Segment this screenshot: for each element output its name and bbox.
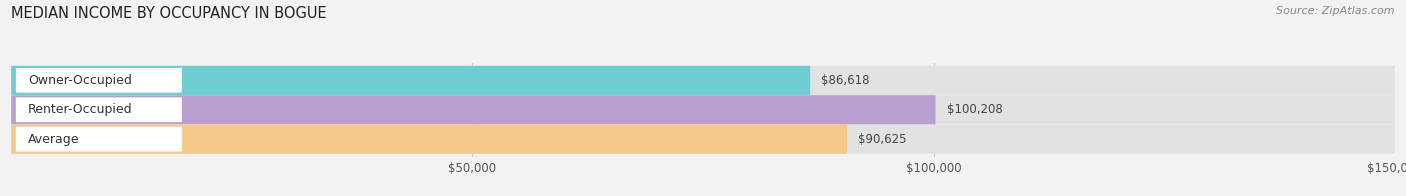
Text: $90,625: $90,625	[858, 133, 907, 146]
FancyBboxPatch shape	[11, 95, 1395, 124]
Text: $86,618: $86,618	[821, 74, 870, 87]
FancyBboxPatch shape	[11, 125, 846, 154]
FancyBboxPatch shape	[15, 127, 181, 152]
FancyBboxPatch shape	[15, 68, 181, 93]
Text: MEDIAN INCOME BY OCCUPANCY IN BOGUE: MEDIAN INCOME BY OCCUPANCY IN BOGUE	[11, 6, 326, 21]
FancyBboxPatch shape	[15, 97, 181, 122]
Text: $100,208: $100,208	[946, 103, 1002, 116]
FancyBboxPatch shape	[11, 66, 1395, 95]
Text: Average: Average	[28, 133, 79, 146]
Text: Owner-Occupied: Owner-Occupied	[28, 74, 132, 87]
FancyBboxPatch shape	[11, 95, 935, 124]
Text: Renter-Occupied: Renter-Occupied	[28, 103, 132, 116]
FancyBboxPatch shape	[11, 125, 1395, 154]
Text: Source: ZipAtlas.com: Source: ZipAtlas.com	[1277, 6, 1395, 16]
FancyBboxPatch shape	[11, 66, 810, 95]
